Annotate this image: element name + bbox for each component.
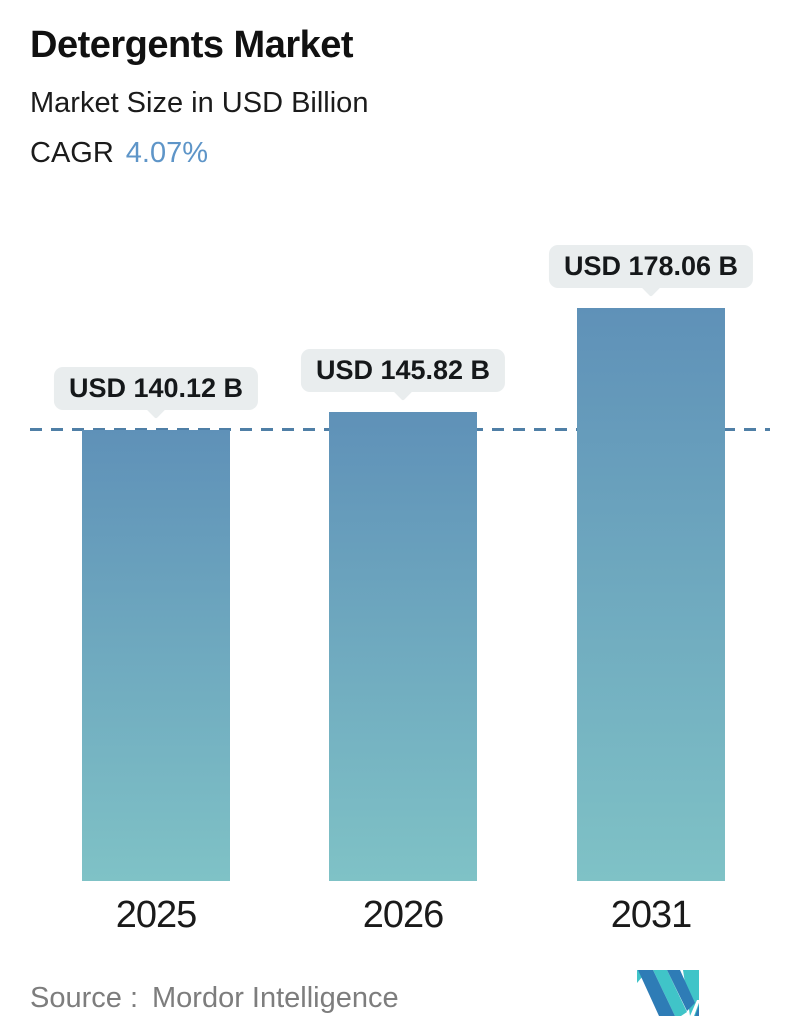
bar-2026 [329,411,477,881]
axis-label-2025: 2025 [115,894,198,936]
value-bubble-2026: USD 145.82 B [300,348,506,392]
axis-label-2031: 2031 [610,894,693,936]
source-label: Source : [30,982,138,1014]
source-line: Source : Mordor Intelligence [30,982,399,1015]
cagr-value: 4.07% [125,137,209,169]
bar-2031 [577,308,725,881]
mordor-intelligence-logo-icon [637,970,699,1016]
page-title: Detergents Market [30,24,354,66]
value-bubble-2025: USD 140.12 B [53,367,259,411]
axis-label-2026: 2026 [362,894,445,936]
source-name: Mordor Intelligence [152,982,399,1014]
cagr-line: CAGR 4.07% [30,137,208,170]
chart-subtitle: Market Size in USD Billion [30,87,369,119]
bar-2025 [82,430,230,881]
value-bubble-2031: USD 178.06 B [548,245,754,288]
cagr-label: CAGR [30,137,114,169]
